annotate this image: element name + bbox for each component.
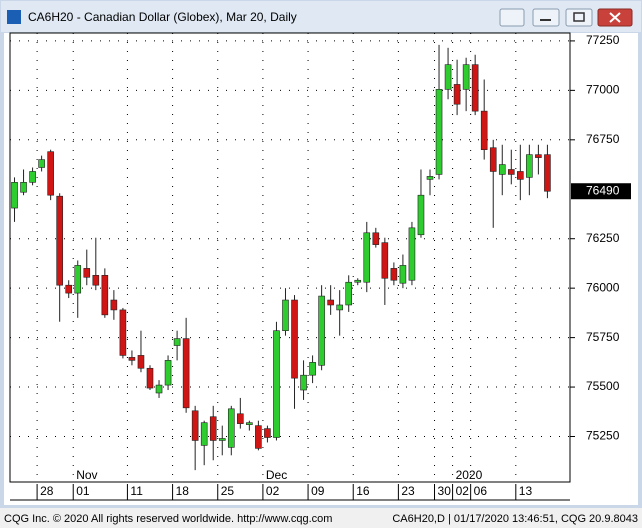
- candle-body: [38, 159, 45, 168]
- y-tick-label: 75500: [586, 379, 620, 393]
- last-price-box: [571, 183, 631, 200]
- candle-body: [390, 268, 398, 281]
- candle-body: [92, 275, 100, 286]
- candle-body: [119, 309, 127, 356]
- candle-body: [255, 425, 262, 449]
- x-tick-label: 06: [474, 484, 488, 498]
- candle-body: [83, 268, 91, 278]
- candle-body: [444, 64, 452, 90]
- x-tick-label: 28: [40, 484, 54, 498]
- candle-body: [300, 374, 307, 391]
- candle-body: [480, 110, 488, 151]
- candle-body: [218, 438, 226, 441]
- candle-body: [110, 299, 118, 311]
- candle-body: [426, 176, 434, 180]
- candle-body: [408, 227, 416, 281]
- candle-body: [47, 151, 54, 196]
- candle-body: [164, 360, 172, 386]
- candle-body: [273, 330, 280, 438]
- candle-body: [182, 338, 190, 409]
- candle-body: [517, 171, 524, 180]
- x-tick-label: 11: [130, 484, 143, 498]
- candle-body: [246, 422, 253, 425]
- candle-body: [453, 84, 461, 105]
- y-tick-label: 77250: [586, 33, 620, 47]
- month-label: 2020: [456, 468, 483, 482]
- maximize-button[interactable]: [565, 8, 593, 27]
- x-tick-label: 16: [356, 484, 370, 498]
- y-tick-label: 75250: [586, 429, 620, 443]
- candle-body: [155, 384, 163, 394]
- copyright: CQG Inc. © 2020 All rights reserved worl…: [4, 513, 332, 525]
- candle-body: [526, 154, 533, 178]
- candle-body: [264, 428, 271, 438]
- candle-body: [227, 408, 235, 448]
- candle-body: [462, 64, 470, 90]
- x-tick-label: 25: [221, 484, 235, 498]
- maximize-icon: [573, 12, 585, 22]
- candle-body: [318, 295, 325, 366]
- candle-body: [363, 232, 371, 283]
- status-info: CA6H20,D | 01/17/2020 13:46:51, CQG 20.9…: [392, 513, 638, 525]
- candle-body: [74, 265, 82, 294]
- app-icon: [7, 10, 21, 24]
- month-label: Dec: [266, 468, 287, 482]
- candle-body: [209, 416, 217, 441]
- x-tick-label: 01: [76, 484, 90, 498]
- candle-body: [327, 299, 334, 306]
- tag-button[interactable]: [499, 8, 525, 27]
- y-tick-label: 75750: [586, 330, 620, 344]
- chart-panel: [4, 33, 638, 505]
- minimize-button[interactable]: [532, 8, 560, 27]
- candle-body: [372, 232, 380, 245]
- x-tick-label: 23: [401, 484, 415, 498]
- month-label: Nov: [76, 468, 97, 482]
- y-tick-label: 76000: [586, 280, 620, 294]
- candle-body: [291, 299, 298, 379]
- chart-title: CA6H20 - Canadian Dollar (Globex), Mar 2…: [28, 10, 297, 24]
- candle-body: [309, 362, 316, 376]
- candle-body: [146, 367, 154, 389]
- candle-body: [29, 171, 36, 183]
- candle-body: [56, 195, 63, 286]
- candle-body: [399, 265, 407, 284]
- candle-body: [471, 64, 479, 112]
- close-icon: [609, 12, 621, 23]
- candle-body: [137, 355, 145, 369]
- candle-body: [381, 242, 389, 279]
- status-bar: [0, 508, 642, 528]
- x-tick-label: 02: [266, 484, 280, 498]
- y-tick-label: 76750: [586, 132, 620, 146]
- x-tick-label: 30: [438, 484, 452, 498]
- candle-body: [489, 147, 497, 172]
- candle-body: [65, 284, 73, 294]
- x-tick-label: 18: [176, 484, 190, 498]
- y-tick-label: 77000: [586, 83, 620, 97]
- candle-body: [101, 275, 109, 316]
- candle-body: [191, 410, 199, 441]
- candle-body: [354, 279, 362, 283]
- candle-body: [200, 422, 208, 446]
- x-tick-label: 13: [519, 484, 533, 498]
- y-tick-label: 76250: [586, 231, 620, 245]
- candle-body: [128, 357, 136, 361]
- candle-body: [20, 182, 27, 193]
- candle-body: [345, 281, 353, 306]
- candle-body: [435, 89, 443, 175]
- candle-body: [282, 299, 289, 331]
- candle-body: [417, 194, 425, 236]
- candle-body: [11, 182, 18, 209]
- candle-body: [336, 304, 343, 311]
- x-tick-label: 02: [456, 484, 470, 498]
- last-price-label: 76490: [586, 183, 620, 197]
- candle-body: [544, 154, 551, 192]
- candle-body: [498, 164, 506, 175]
- candle-body: [535, 154, 542, 158]
- candle-body: [173, 338, 181, 346]
- plot-border: [9, 32, 571, 483]
- x-tick-label: 09: [311, 484, 325, 498]
- candle-body: [507, 169, 515, 175]
- candle-body: [237, 413, 244, 424]
